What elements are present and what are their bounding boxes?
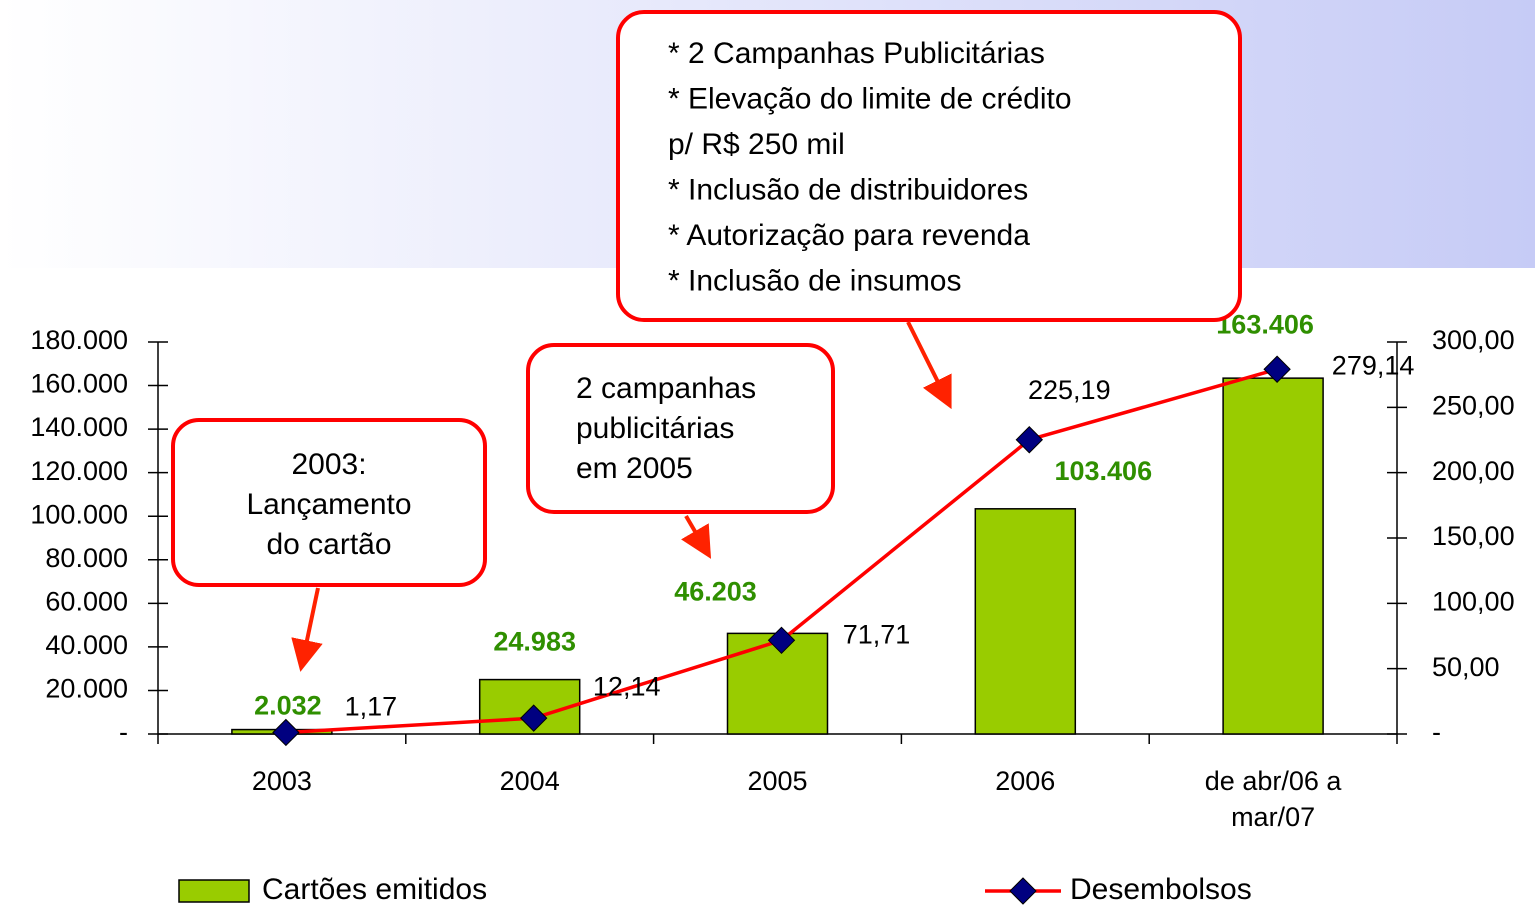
callout-text: * 2 Campanhas Publicitárias [668,37,1045,70]
line-value-label: 71,71 [843,619,911,649]
y-tick-label: 20.000 [45,674,128,704]
callout-text: * Inclusão de insumos [668,264,962,297]
y-tick-label: 180.000 [30,325,128,355]
y2-tick-label: - [1432,717,1441,747]
legend-label: Desembolsos [1070,873,1252,906]
callout-text: em 2005 [576,452,693,485]
callout-text: p/ R$ 250 mil [668,128,845,161]
marker [1015,426,1044,454]
y-tick-label: 140.000 [30,412,128,442]
y-tick-label: 60.000 [45,586,128,616]
callout-text: publicitárias [576,412,734,445]
bar-value-label: 46.203 [674,577,757,607]
y2-tick-label: 50,00 [1432,652,1500,682]
callout-text: 2003: [291,448,366,481]
callout-box [526,343,835,514]
callout-box [616,10,1242,322]
x-tick-label: de abr/06 a mar/07 [1204,766,1342,832]
marker [1263,355,1291,383]
y-tick-label: 40.000 [45,630,128,660]
line-value-label: 12,14 [593,671,661,701]
bar-value-label: 24.983 [493,627,576,657]
callout-box [171,418,487,587]
x-tick-label: 2004 [499,766,560,796]
legend-marker [1009,877,1037,905]
y-tick-label: 120.000 [30,456,128,486]
y-tick-label: 100.000 [30,499,128,529]
y2-tick-label: 200,00 [1432,456,1515,486]
y2-tick-label: 150,00 [1432,521,1515,551]
x-tick-label: 2006 [995,766,1056,796]
bar-value-label: 2.032 [254,691,322,721]
line-value-label: 225,19 [1028,375,1111,405]
bar-value-label: 103.406 [1054,456,1152,486]
line-value-label: 279,14 [1332,350,1415,380]
callout-arrow [906,321,952,410]
bar [1222,377,1324,735]
y-tick-label: 80.000 [45,543,128,573]
x-tick-label: 2005 [747,766,808,796]
line-value-label: 1,17 [345,692,398,722]
legend-swatch [178,879,250,903]
x-tick-label: 2003 [251,766,312,796]
y2-tick-label: 100,00 [1432,586,1515,616]
bar [974,508,1077,735]
marker [767,626,796,655]
callout-text: * Inclusão de distribuidores [668,173,1028,206]
legend-label: Cartões emitidos [262,873,487,906]
callout-text: 2 campanhas [576,372,756,405]
callout-text: Lançamento [246,488,411,521]
bar [726,632,829,735]
callout-text: * Elevação do limite de crédito [668,82,1072,115]
marker [272,718,300,747]
marker [519,704,548,732]
y-tick-label: 160.000 [30,369,128,399]
callout-arrow [291,587,323,672]
callout-text: do cartão [266,528,391,561]
callout-arrow [681,514,712,559]
callout-text: * Autorização para revenda [668,219,1030,252]
y2-tick-label: 300,00 [1432,325,1515,355]
y-tick-label: - [119,717,128,747]
y2-tick-label: 250,00 [1432,390,1515,420]
